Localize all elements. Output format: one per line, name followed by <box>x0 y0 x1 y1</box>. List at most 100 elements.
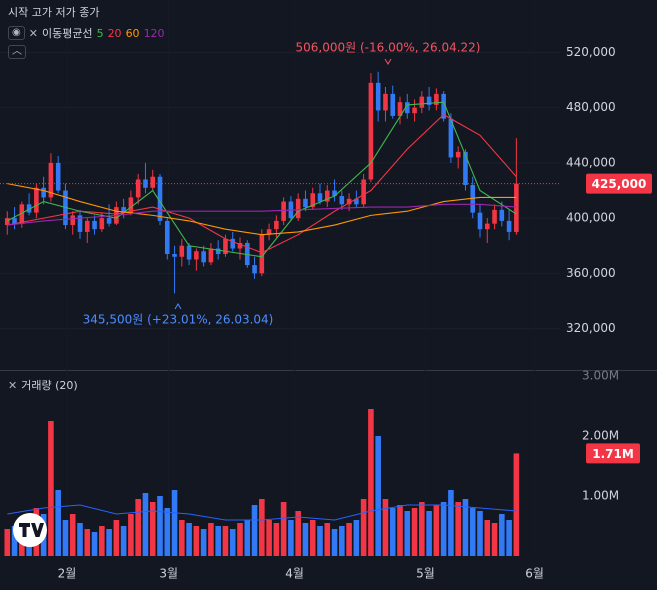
volume-bar <box>222 526 229 556</box>
volume-bar <box>368 409 374 556</box>
volume-bar <box>77 523 83 556</box>
candle-body <box>179 245 185 257</box>
volume-title: 거래량 (20) <box>21 379 78 392</box>
annotation: 506,000원 (-16.00%, 26.04.22) <box>296 41 481 55</box>
candle-body <box>441 93 446 119</box>
volume-bar <box>237 523 243 556</box>
volume-bar <box>404 511 411 556</box>
candle-body <box>266 229 272 235</box>
candle-body <box>201 251 206 263</box>
volume-tick-label: 3.00M <box>582 369 619 383</box>
volume-bar <box>462 499 469 556</box>
candle-body <box>375 82 381 111</box>
volume-bar <box>491 523 498 556</box>
candle-body <box>281 201 286 221</box>
volume-bar <box>499 514 505 556</box>
volume-bar <box>273 523 280 556</box>
candle-body <box>463 151 468 185</box>
volume-bar <box>506 520 512 556</box>
candle-body <box>332 190 337 197</box>
volume-bar <box>84 529 91 556</box>
last-price-box <box>586 173 652 194</box>
y-tick-label: 480,000 <box>566 100 616 114</box>
candle-body <box>506 220 512 232</box>
candle-body <box>477 212 483 230</box>
volume-bar <box>397 505 403 556</box>
volume-bar <box>469 508 476 556</box>
candle-body <box>26 204 32 213</box>
close-button[interactable]: ✕ <box>28 26 38 40</box>
candle-body <box>259 234 265 274</box>
volume-bar <box>346 523 352 556</box>
ma-legend-item: 5 <box>96 26 104 40</box>
volume-bar <box>382 499 389 556</box>
close-button[interactable]: ✕ <box>8 378 18 392</box>
candle-body <box>41 187 46 198</box>
candle-body <box>361 179 366 205</box>
candle-body <box>77 215 83 232</box>
volume-bar <box>317 526 323 556</box>
volume-bar <box>171 490 178 556</box>
moving-average <box>7 113 517 254</box>
candle-body <box>434 93 439 105</box>
candle-body <box>492 209 497 224</box>
y-tick-label: 440,000 <box>566 155 616 169</box>
candle-body <box>514 183 519 232</box>
candle-body <box>157 176 163 221</box>
x-tick-label: 3월 <box>159 567 178 581</box>
candle-body <box>426 96 432 105</box>
volume-bar <box>389 508 396 556</box>
moving-average <box>7 203 517 226</box>
candle-body <box>55 162 61 191</box>
candle-body <box>346 198 352 205</box>
candle-body <box>295 198 301 219</box>
volume-bar <box>251 505 258 556</box>
ma-legend-item: 120 <box>143 26 165 40</box>
ohlc-header-text: 시작 고가 저가 종가 <box>8 6 100 19</box>
volume-bar <box>259 499 265 556</box>
candle-body <box>310 193 316 208</box>
volume-bar <box>411 508 418 556</box>
volume-bar <box>309 520 316 556</box>
candle-body <box>484 223 490 230</box>
candle-body <box>70 215 76 226</box>
volume-bar <box>48 421 54 556</box>
volume-bar <box>99 526 105 556</box>
candle-body <box>383 93 388 111</box>
moving-average <box>7 183 517 236</box>
volume-bar <box>295 511 301 556</box>
candle-body <box>419 96 425 108</box>
volume-bar <box>157 496 163 556</box>
volume-bar <box>324 523 331 556</box>
candle-body <box>208 248 214 263</box>
logo-circle <box>13 513 47 547</box>
volume-bar <box>55 490 61 556</box>
candle-body <box>499 209 505 221</box>
y-tick-label: 320,000 <box>566 321 616 335</box>
volume-bar <box>229 529 236 556</box>
ohlc-header: 시작 고가 저가 종가 <box>8 4 99 20</box>
volume-bar <box>448 490 454 556</box>
volume-bar <box>186 523 192 556</box>
volume-bar <box>106 529 112 556</box>
collapse-button[interactable]: ︿ <box>8 45 26 59</box>
volume-bar <box>513 453 520 556</box>
visibility-button[interactable]: ◉ <box>8 26 25 40</box>
volume-bar <box>91 532 98 556</box>
volume-bar <box>353 520 360 556</box>
volume-bar <box>215 526 221 556</box>
volume-bar <box>4 529 11 556</box>
volume-bar <box>433 505 440 556</box>
candle-body <box>237 242 243 249</box>
candle-body <box>215 248 221 255</box>
y-tick-label: 520,000 <box>566 45 616 59</box>
annotation-arrow <box>174 303 182 310</box>
candle-body <box>12 218 17 224</box>
volume-bar <box>288 520 294 556</box>
candle-body <box>390 93 396 116</box>
ma-legend-items: 5 20 60 120 <box>97 27 165 40</box>
volume-ma <box>7 504 517 521</box>
volume-bar <box>164 508 171 556</box>
candle-body <box>48 162 54 198</box>
